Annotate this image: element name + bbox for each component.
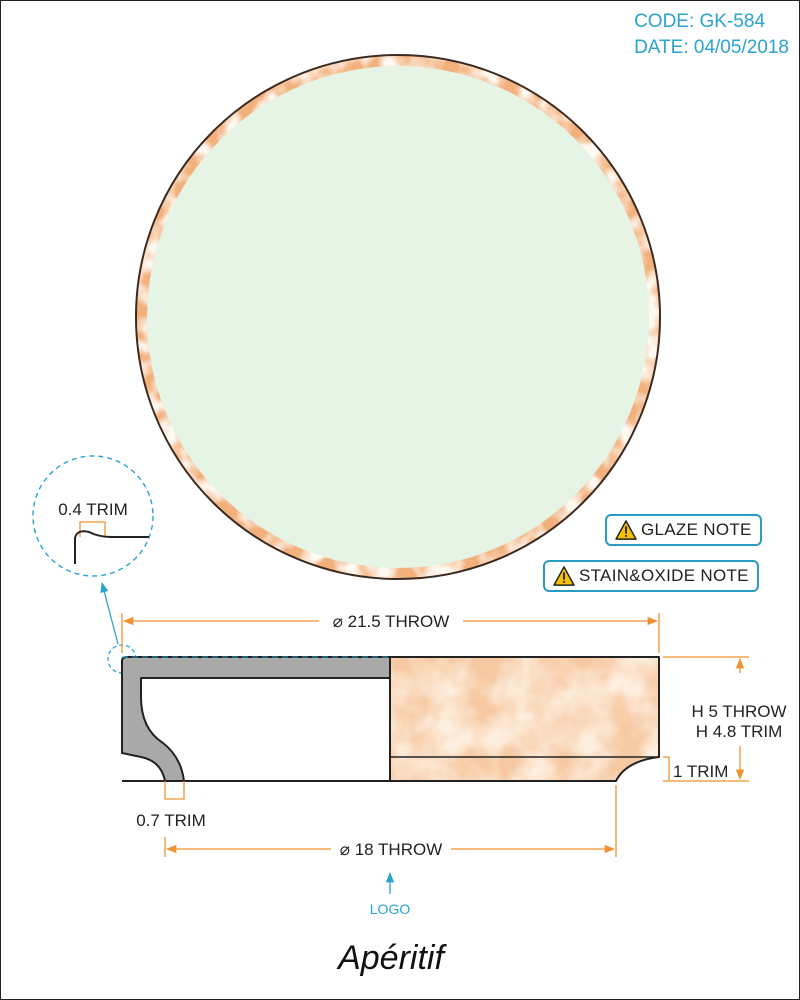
height-trim-label: H 4.8 TRIM bbox=[696, 722, 783, 741]
logo-block: LOGO Apéritif bbox=[336, 871, 447, 977]
plate-top-view bbox=[135, 54, 661, 580]
glaze-note-label: GLAZE NOTE bbox=[641, 520, 752, 539]
warning-icon bbox=[553, 566, 575, 586]
brand-logo: Apéritif bbox=[336, 939, 447, 977]
plate-well bbox=[147, 66, 649, 568]
section-profile bbox=[121, 656, 391, 782]
detail-trim-bracket bbox=[79, 521, 106, 537]
detail-label: 0.4 TRIM bbox=[58, 500, 128, 519]
dim-height: H 5 THROW H 4.8 TRIM 1 TRIM bbox=[663, 656, 787, 782]
glaze-note-button[interactable]: GLAZE NOTE bbox=[605, 514, 762, 546]
foot-pattern bbox=[390, 757, 659, 781]
detail-leader bbox=[100, 581, 119, 645]
exterior-elevation bbox=[389, 656, 660, 782]
drawing-date: DATE: 04/05/2018 bbox=[634, 37, 789, 58]
logo-label: LOGO bbox=[370, 901, 411, 917]
title-block: CODE: GK-584 DATE: 04/05/2018 bbox=[634, 9, 789, 61]
dim-wall-trim: 0.7 TRIM bbox=[136, 781, 206, 830]
stain-oxide-note-label: STAIN&OXIDE NOTE bbox=[579, 566, 749, 585]
height-throw-label: H 5 THROW bbox=[691, 702, 786, 721]
wall-trim-label: 0.7 TRIM bbox=[136, 811, 206, 830]
glaze-pattern bbox=[390, 657, 659, 757]
dim-top-diameter: ⌀ 21.5 THROW bbox=[121, 612, 660, 653]
stain-oxide-note-button[interactable]: STAIN&OXIDE NOTE bbox=[543, 560, 759, 592]
base-diameter-label: ⌀ 18 THROW bbox=[340, 840, 443, 859]
wall-trim-bracket bbox=[164, 781, 185, 800]
dim-base-diameter: ⌀ 18 THROW bbox=[164, 785, 617, 859]
product-code: CODE: GK-584 bbox=[634, 11, 766, 32]
foot-trim-label: 1 TRIM bbox=[673, 762, 728, 781]
detail-callout: 0.4 TRIM bbox=[32, 455, 154, 674]
detail-profile bbox=[74, 530, 149, 564]
top-diameter-label: ⌀ 21.5 THROW bbox=[333, 612, 450, 631]
warning-icon bbox=[615, 520, 637, 540]
detail-circle bbox=[32, 455, 154, 577]
